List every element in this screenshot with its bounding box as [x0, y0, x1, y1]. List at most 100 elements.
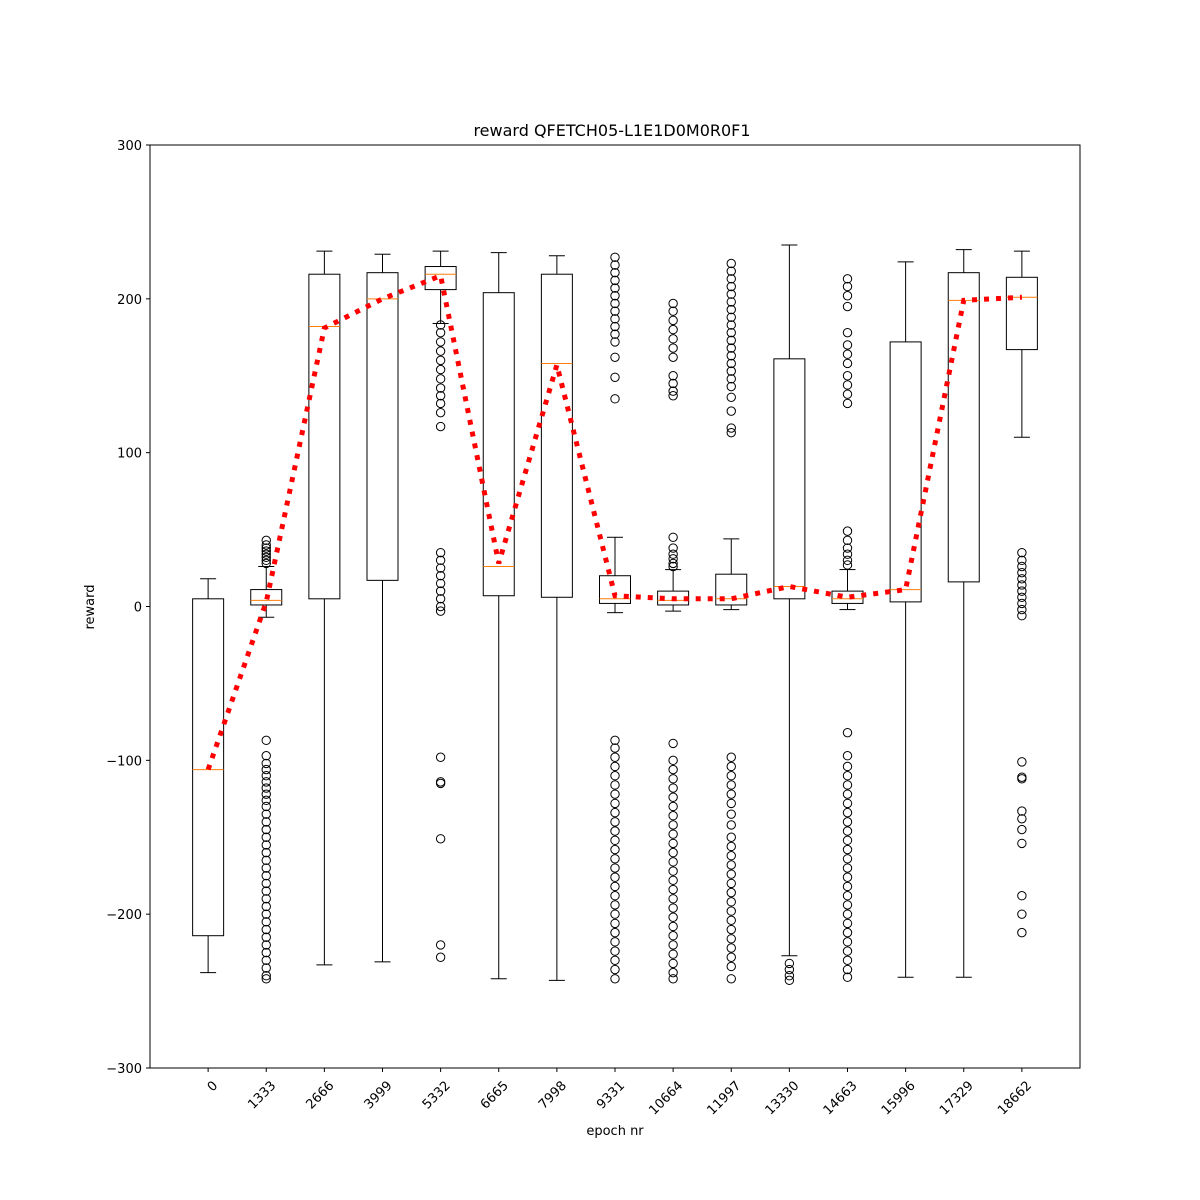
box-body [192, 598, 225, 937]
outlier-point [1017, 555, 1027, 566]
outlier-point [610, 275, 620, 286]
outlier-point [842, 798, 853, 809]
outlier-point [610, 826, 620, 836]
outlier-point [726, 887, 736, 898]
outlier-point [842, 349, 853, 359]
outlier-point [1017, 592, 1027, 602]
outlier-point [668, 884, 678, 895]
outlier-point [842, 937, 853, 947]
outlier-point [668, 554, 678, 564]
box-13330 [773, 244, 806, 986]
box-body [715, 573, 748, 606]
outlier-point [261, 924, 271, 935]
outlier-point [842, 291, 853, 301]
y-tick-label: 300 [117, 139, 142, 154]
outlier-point [261, 789, 271, 799]
outlier-point [610, 946, 620, 956]
outlier-point [842, 274, 853, 284]
outlier-point [842, 909, 853, 919]
x-axis: 0 1333 2666 3999 5332 6665 7998 9331 10664 11997 1… [205, 1068, 1035, 1118]
outlier-point [668, 783, 678, 793]
outlier-point [261, 555, 271, 566]
box-body [250, 589, 283, 606]
outlier-point [261, 878, 271, 889]
outlier-point [726, 297, 736, 307]
outlier-point [610, 863, 620, 873]
outlier-point [726, 258, 736, 269]
outlier-point [784, 964, 795, 975]
outlier-point [842, 549, 853, 559]
outlier-point [610, 394, 620, 404]
outlier-point [842, 817, 853, 827]
outlier-point [261, 801, 271, 812]
outlier-point [668, 549, 678, 559]
outlier-point [261, 963, 271, 973]
outlier-point [726, 841, 736, 852]
outlier-point [261, 894, 271, 904]
x-tick-label: 3999 [362, 1078, 396, 1112]
outlier-point [261, 543, 271, 553]
outlier-point [668, 352, 678, 362]
box-body [889, 341, 922, 603]
outlier-point [668, 921, 678, 932]
outlier-point [261, 886, 271, 896]
outlier-point [610, 789, 620, 799]
outlier-point [842, 872, 853, 882]
outlier-point [668, 764, 678, 775]
outlier-point [842, 327, 853, 338]
outlier-point [668, 371, 678, 381]
outlier-point [726, 789, 736, 799]
outlier-point [261, 535, 271, 546]
outlier-point [726, 771, 736, 781]
outlier-point [668, 811, 678, 821]
outlier-point [610, 798, 620, 809]
outlier-point [610, 918, 620, 929]
outlier-point [1017, 586, 1027, 596]
outlier-point [726, 924, 736, 935]
outlier-point [668, 949, 678, 959]
y-axis-label: reward [83, 584, 98, 629]
outlier-point [842, 946, 853, 956]
outlier-point [435, 391, 446, 401]
plot-area [192, 244, 1038, 986]
box-body [947, 272, 980, 583]
outlier-point [435, 940, 446, 950]
outlier-point [726, 327, 736, 338]
outlier-point [261, 546, 271, 556]
outlier-point [726, 915, 736, 926]
outlier-point [610, 881, 620, 892]
outlier-point [261, 901, 271, 912]
outlier-point [435, 578, 446, 589]
outlier-point [668, 334, 678, 344]
outlier-point [435, 337, 446, 347]
outlier-point [842, 771, 853, 781]
outlier-point [435, 555, 446, 566]
outlier-point [1017, 580, 1027, 590]
box-6665 [482, 252, 515, 980]
outlier-point [435, 346, 446, 356]
box-body [366, 272, 399, 581]
outlier-point [842, 854, 853, 864]
outlier-point [842, 301, 853, 312]
outlier-point [726, 366, 736, 376]
y-tick-label: −200 [106, 908, 142, 923]
outlier-point [1017, 574, 1027, 584]
outlier-point [261, 840, 271, 850]
outlier-point [842, 844, 853, 855]
outlier-point [1017, 611, 1027, 621]
outlier-point [261, 783, 271, 793]
outlier-point [435, 752, 446, 762]
outlier-point [610, 974, 620, 984]
outlier-point [668, 958, 678, 969]
outlier-point [610, 964, 620, 975]
x-tick-label: 1333 [245, 1078, 279, 1112]
outlier-point [261, 971, 271, 981]
x-tick-label: 0 [205, 1078, 221, 1094]
outlier-point [610, 817, 620, 827]
x-tick-label: 9331 [594, 1078, 628, 1112]
outlier-point [261, 947, 271, 958]
outlier-point [842, 727, 853, 738]
outlier-point [610, 780, 620, 790]
outlier-point [842, 751, 853, 761]
outlier-point [610, 267, 620, 278]
